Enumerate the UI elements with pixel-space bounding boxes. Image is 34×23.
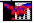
2nd hot soak (27, 5, 28, 6)
Y-axis label: S$_{11}$ (dB): S$_{11}$ (dB) (0, 0, 2, 23)
Line: 2nd hot soak: 2nd hot soak (4, 5, 31, 13)
Line: 3rd hot soak: 3rd hot soak (4, 5, 31, 20)
Legend: 1st hot soak, 2nd hot soak, 3rd hot soak: 1st hot soak, 2nd hot soak, 3rd hot soak (0, 0, 11, 2)
Line: 1st hot soak: 1st hot soak (4, 5, 31, 16)
1st hot soak (30, 8, 31, 9)
